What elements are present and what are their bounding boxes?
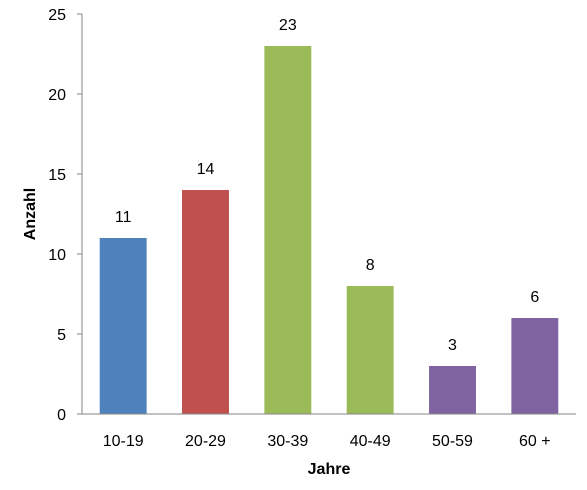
y-tick-label: 15 — [48, 167, 66, 184]
y-tick-label: 10 — [48, 247, 66, 264]
x-tick-label: 10-19 — [103, 433, 144, 450]
data-label: 14 — [197, 161, 215, 178]
bars — [99, 46, 559, 414]
y-tick-label: 5 — [57, 327, 66, 344]
y-axis-ticks: 0 5 10 15 20 25 — [48, 7, 82, 424]
y-axis-title: Anzahl — [22, 188, 39, 240]
bar-60 — [511, 318, 559, 414]
y-tick-label: 20 — [48, 87, 66, 104]
x-tick-label: 50-59 — [432, 433, 473, 450]
data-label: 23 — [279, 17, 297, 34]
x-tick-label: 20-29 — [185, 433, 226, 450]
bar-20-29 — [182, 190, 229, 414]
y-tick-label: 0 — [57, 407, 66, 424]
bar-10-19 — [99, 238, 147, 414]
x-tick-label: 60 + — [519, 433, 551, 450]
bar-30-39 — [264, 46, 312, 414]
x-axis-title: Jahre — [308, 461, 351, 478]
data-label: 3 — [448, 337, 457, 354]
data-label: 11 — [115, 209, 132, 226]
x-tick-label: 40-49 — [350, 433, 391, 450]
data-label: 8 — [366, 257, 375, 274]
x-axis-ticks: 10-19 20-29 30-39 40-49 50-59 60 + — [103, 433, 551, 450]
x-tick-label: 30-39 — [267, 433, 308, 450]
data-label: 6 — [530, 289, 539, 306]
y-tick-label: 25 — [48, 7, 66, 24]
bar-40-49 — [346, 286, 394, 414]
bar-50-59 — [429, 366, 476, 414]
data-labels: 11 14 23 8 3 6 — [115, 17, 540, 354]
